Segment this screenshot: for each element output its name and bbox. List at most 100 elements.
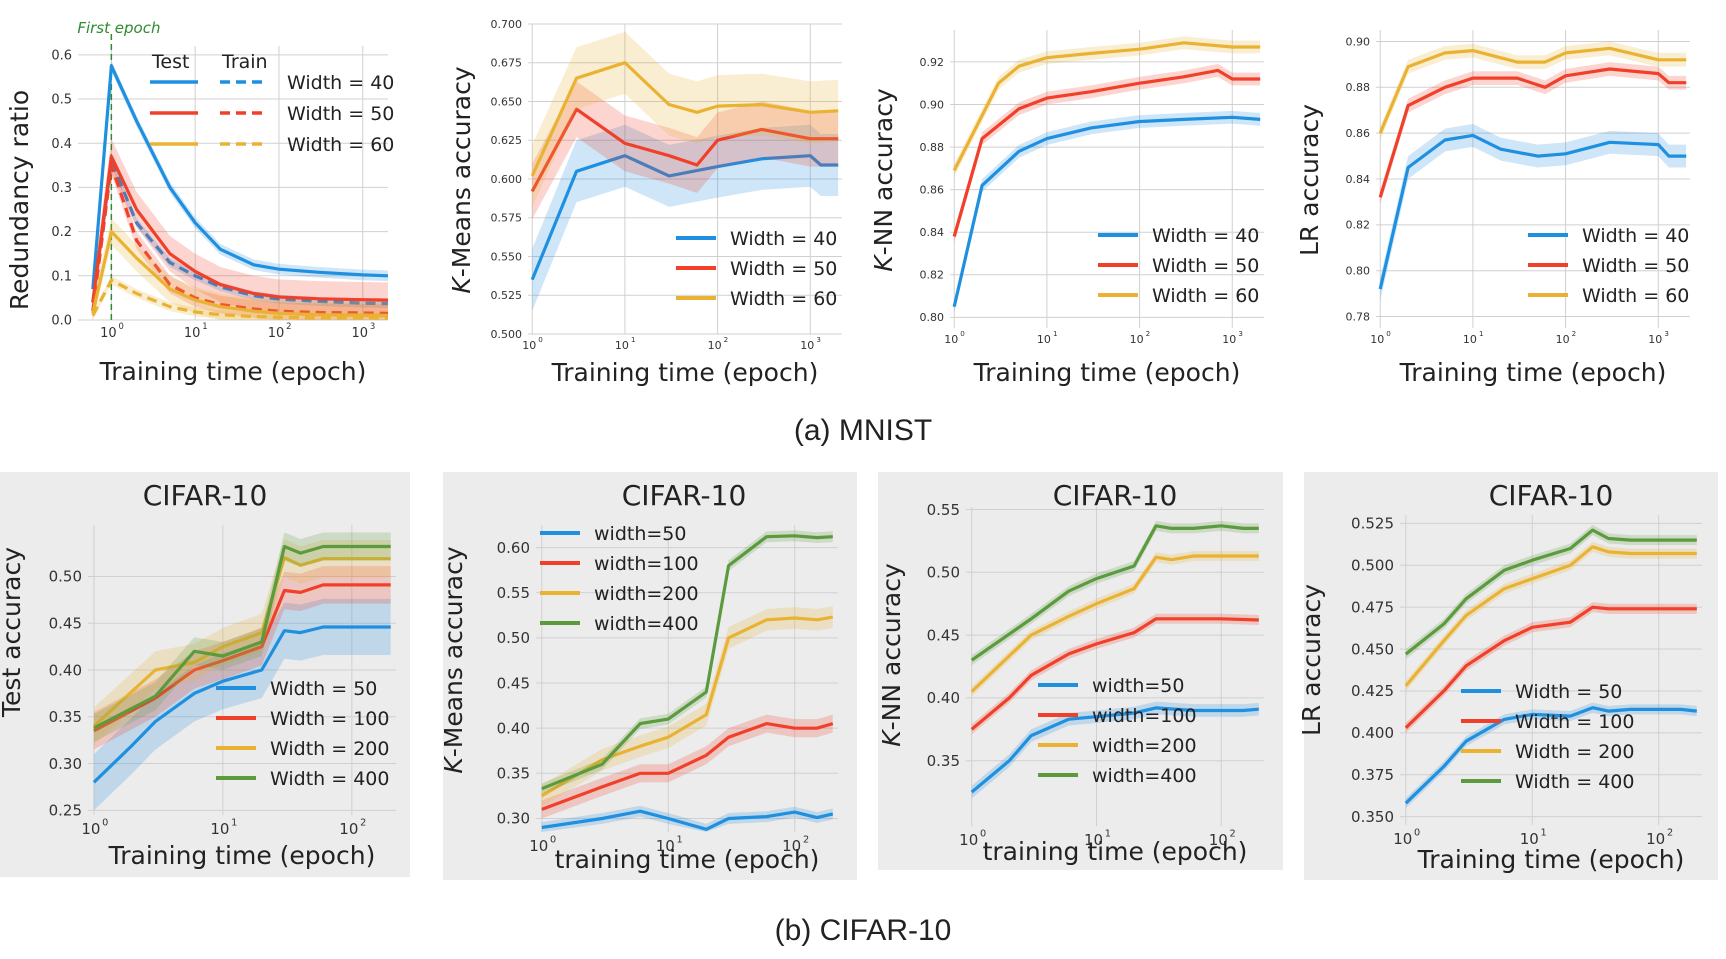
legend: width=50 width=100 width=200 width=400 xyxy=(540,523,699,635)
legend: Width = 40 Width = 50 Width = 60 xyxy=(1098,225,1259,307)
y-tick-label: 0.50 xyxy=(927,564,960,582)
legend-label: Width = 40 xyxy=(287,72,394,94)
y-tick-label: 0.500 xyxy=(1351,557,1394,575)
series-line xyxy=(970,617,1259,731)
y-axis-label: Test accuracy xyxy=(0,547,26,718)
series-line xyxy=(1378,133,1687,290)
x-axis-label: training time (epoch) xyxy=(555,845,820,874)
y-tick-label: 0.525 xyxy=(1351,515,1394,533)
series-band xyxy=(1380,62,1687,205)
series-line xyxy=(91,64,389,290)
series-band xyxy=(1405,702,1697,809)
y-tick-label: 0.30 xyxy=(497,810,530,828)
x-tick-label: 10 xyxy=(210,820,229,838)
legend-label: Width = 50 xyxy=(1582,255,1689,277)
y-tick-label: 0.55 xyxy=(927,501,960,519)
series-band xyxy=(93,539,391,745)
series-band xyxy=(541,714,833,819)
y-tick-label: 0.0 xyxy=(51,314,72,329)
legend: width=50 width=100 width=200 width=400 xyxy=(1038,675,1197,787)
legend-label: Width = 50 xyxy=(1152,255,1259,277)
series-band xyxy=(92,218,389,320)
y-tick-label: 0.90 xyxy=(920,98,945,111)
x-tick-label: 10 xyxy=(1648,333,1662,346)
chart-title: CIFAR-10 xyxy=(622,479,747,512)
legend-header-test: Test xyxy=(151,51,189,73)
y-tick-label: 0.45 xyxy=(927,626,960,644)
series-line xyxy=(541,809,834,831)
series-band xyxy=(541,805,833,832)
y-axis-label: K-Means accuracy xyxy=(447,66,476,294)
y-tick-label: 0.35 xyxy=(49,708,82,726)
x-tick-exponent: 2 xyxy=(1572,329,1577,338)
y-tick-label: 0.82 xyxy=(920,269,945,282)
series-band xyxy=(532,81,839,220)
y-tick-label: 0.78 xyxy=(1346,310,1371,323)
legend-label: width=50 xyxy=(1092,675,1184,697)
x-tick-exponent: 2 xyxy=(286,321,291,331)
x-tick-label: 10 xyxy=(1393,830,1412,848)
legend-label: Width = 40 xyxy=(1152,225,1259,247)
x-tick-label: 10 xyxy=(81,820,100,838)
legend-label: Width = 60 xyxy=(287,134,394,156)
series-band xyxy=(93,566,391,750)
panel-background xyxy=(878,472,1283,870)
y-tick-label: 0.50 xyxy=(49,568,82,586)
x-tick-label: 10 xyxy=(1520,830,1539,848)
x-tick-label: 10 xyxy=(268,326,285,341)
x-tick-label: 10 xyxy=(959,831,978,849)
legend-label: Width = 60 xyxy=(1582,285,1689,307)
legend-label: Width = 50 xyxy=(270,678,377,700)
x-tick-exponent: 1 xyxy=(1105,828,1111,839)
y-axis-label-rest: -NN accuracy xyxy=(869,88,898,255)
x-tick-label: 10 xyxy=(1130,333,1144,346)
legend: Width = 40 Width = 50 Width = 60 xyxy=(1528,225,1689,307)
series-line xyxy=(970,524,1259,662)
legend-header-train: Train xyxy=(221,51,268,73)
legend-label: Width = 50 xyxy=(287,103,394,125)
y-axis-label-rest: -Means accuracy xyxy=(439,546,468,757)
x-tick-exponent: 2 xyxy=(360,817,366,828)
legend-label: width=400 xyxy=(1092,765,1197,787)
legend: Width = 50 Width = 100 Width = 200 Width = … xyxy=(216,678,389,790)
x-tick-exponent: 0 xyxy=(102,817,108,828)
x-tick-exponent: 0 xyxy=(960,329,965,338)
series-band xyxy=(92,60,389,295)
legend-label: Width = 40 xyxy=(1582,225,1689,247)
legend-label: Width = 400 xyxy=(1515,771,1634,793)
x-tick-label: 10 xyxy=(1370,333,1384,346)
series-line xyxy=(970,554,1259,693)
x-tick-label: 10 xyxy=(1084,831,1103,849)
y-tick-label: 0.45 xyxy=(49,614,82,632)
y-tick-label: 0.84 xyxy=(1346,173,1371,186)
legend-label: width=400 xyxy=(594,613,699,635)
legend-label: width=200 xyxy=(1092,735,1197,757)
legend-label: Width = 40 xyxy=(730,228,837,250)
x-tick-exponent: 0 xyxy=(538,335,543,344)
series-line xyxy=(970,706,1259,794)
y-axis-label-italic: K xyxy=(869,253,898,272)
series-line xyxy=(1404,528,1697,656)
series-line xyxy=(1404,545,1697,687)
series-band xyxy=(532,31,839,207)
series-band xyxy=(954,110,1261,314)
x-tick-label: 10 xyxy=(1037,333,1051,346)
series-band xyxy=(1405,525,1697,660)
series-band xyxy=(1380,123,1687,301)
x-tick-label: 10 xyxy=(708,339,722,352)
series-line xyxy=(91,154,389,303)
y-tick-label: 0.80 xyxy=(920,311,945,324)
legend-label: Width = 50 xyxy=(1515,681,1622,703)
y-tick-label: 0.525 xyxy=(491,289,523,302)
legend-label: Width = 100 xyxy=(270,708,389,730)
y-axis-label: LR accuracy xyxy=(1295,104,1324,256)
x-tick-label: 10 xyxy=(100,326,117,341)
y-axis-label-rest: -Means accuracy xyxy=(447,66,476,277)
series-line xyxy=(91,163,389,315)
x-tick-label: 10 xyxy=(529,837,548,855)
chart-title: CIFAR-10 xyxy=(143,479,268,512)
y-axis-label-italic: K xyxy=(877,728,906,747)
chart-cifar-4: 0.350 0.375 0.400 0.425 0.450 0.475 0.500 0.525… xyxy=(1297,472,1718,880)
